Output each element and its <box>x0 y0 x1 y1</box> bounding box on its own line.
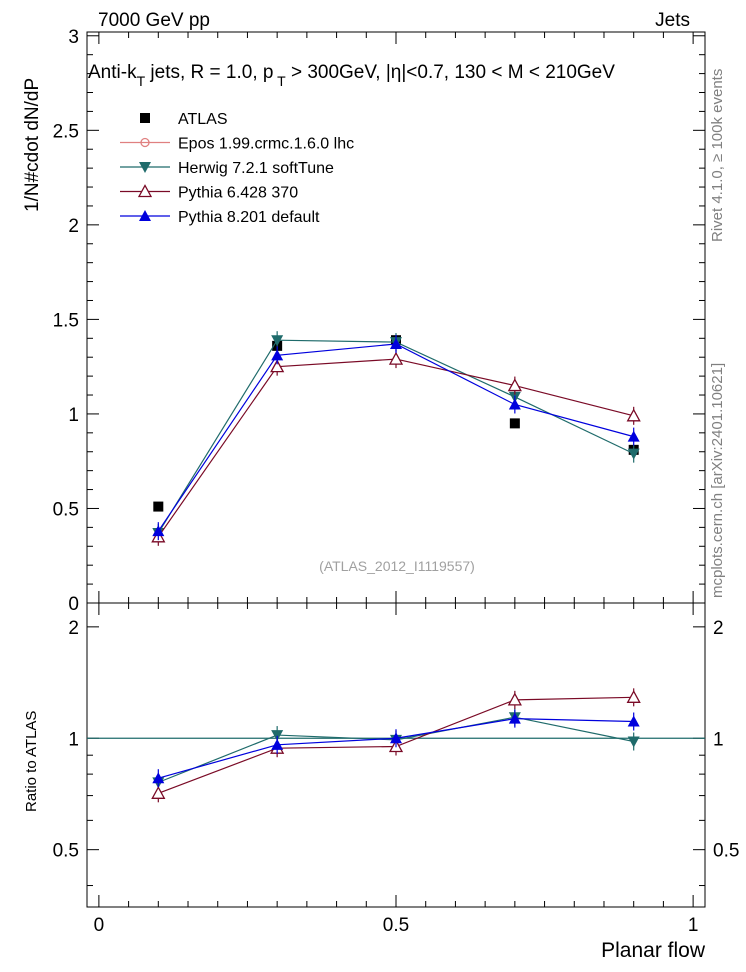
y-tick-label: 2.5 <box>53 121 79 142</box>
y-tick-label: 1.5 <box>53 310 79 331</box>
x-tick-label: 1 <box>688 915 699 936</box>
ratio-point-pythia-8-201-default <box>152 772 165 784</box>
main-point-pythia-6-428-370 <box>270 359 285 373</box>
main-title: Anti-kT jets, R = 1.0, p T > 300GeV, |η|… <box>88 62 615 89</box>
ratio-ylabel: Ratio to ATLAS <box>23 711 40 812</box>
legend-marker-pythia-8-201-default <box>139 210 151 221</box>
y-tick-label: 2 <box>68 216 79 237</box>
legend-label-atlas: ATLAS <box>178 111 228 128</box>
ratio-y-tick-label: 2 <box>68 618 79 639</box>
main-point-pythia-8-201-default <box>152 525 165 537</box>
main-line-pythia-8-201-default <box>157 343 634 532</box>
ratio-y-tick-label-right: 2 <box>713 618 724 639</box>
ratio-point-pythia-8-201-default <box>508 712 521 724</box>
ratio-point-pythia-6-428-370 <box>626 689 641 703</box>
legend-label-herwig-7-2-1-softtune: Herwig 7.2.1 softTune <box>178 160 334 177</box>
ratio-y-tick-label-right: 1 <box>713 729 724 750</box>
y-tick-label: 0.5 <box>53 499 79 520</box>
ratio-point-herwig-7-2-1-softtune <box>271 730 284 742</box>
legend-marker-herwig-7-2-1-softtune <box>139 162 151 173</box>
ratio-point-pythia-8-201-default <box>390 732 402 744</box>
legend-marker-atlas <box>140 113 150 123</box>
main-point-pythia-6-428-370 <box>507 378 522 392</box>
header-right: Jets <box>655 10 690 31</box>
main-point-pythia-6-428-370 <box>626 408 641 422</box>
main-point-atlas <box>153 501 164 512</box>
legend-marker-pythia-6-428-370 <box>137 184 153 198</box>
main-point-herwig-7-2-1-softtune <box>271 335 284 347</box>
ratio-y-tick-label: 0.5 <box>53 841 79 862</box>
mcplots-label: mcplots.cern.ch [arXiv:2401.10621] <box>709 363 726 598</box>
main-ylabel: 1/N#cdot dN/dP <box>22 78 43 212</box>
main-point-herwig-7-2-1-softtune <box>627 448 640 460</box>
main-point-atlas <box>509 418 520 429</box>
ratio-point-pythia-8-201-default <box>271 738 284 750</box>
ratio-y-tick-label-right: 0.5 <box>713 841 739 862</box>
x-tick-label: 0 <box>94 915 105 936</box>
legend-label-pythia-8-201-default: Pythia 8.201 default <box>178 209 320 226</box>
main-line-pythia-6-428-370 <box>157 358 634 538</box>
header-left: 7000 GeV pp <box>98 10 210 31</box>
x-axis-label: Planar flow <box>601 939 706 962</box>
analysis-watermark: (ATLAS_2012_I1119557) <box>319 558 475 574</box>
main-point-pythia-8-201-default <box>390 337 402 349</box>
main-line-herwig-7-2-1-softtune <box>157 339 634 534</box>
main-point-pythia-8-201-default <box>508 398 521 410</box>
ratio-point-herwig-7-2-1-softtune <box>627 736 640 748</box>
ratio-y-tick-label: 1 <box>68 729 79 750</box>
main-point-pythia-6-428-370 <box>388 351 404 365</box>
main-point-pythia-8-201-default <box>627 430 640 442</box>
x-tick-label: 0.5 <box>383 915 409 936</box>
y-tick-label: 0 <box>68 594 79 615</box>
rivet-label: Rivet 4.1.0, ≥ 100k events <box>709 69 726 242</box>
ratio-point-pythia-6-428-370 <box>151 785 166 799</box>
legend-marker-epos-1-99-crmc-1-6-0-lhc <box>140 137 150 148</box>
ratio-point-pythia-8-201-default <box>627 715 640 727</box>
main-point-pythia-8-201-default <box>271 349 284 361</box>
legend-label-pythia-6-428-370: Pythia 6.428 370 <box>178 185 298 202</box>
y-tick-label: 3 <box>68 27 79 48</box>
y-tick-label: 1 <box>68 405 79 426</box>
legend-label-epos-1-99-crmc-1-6-0-lhc: Epos 1.99.crmc.1.6.0 lhc <box>178 136 354 153</box>
ratio-point-pythia-6-428-370 <box>507 692 522 706</box>
